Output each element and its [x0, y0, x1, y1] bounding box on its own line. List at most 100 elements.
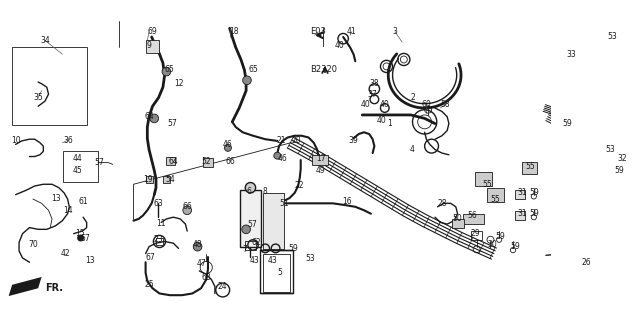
Text: 43: 43	[267, 256, 277, 265]
Text: 64: 64	[169, 157, 178, 166]
Bar	[626, 234, 636, 242]
Text: 24: 24	[217, 282, 226, 291]
Text: E03: E03	[310, 27, 326, 36]
Text: 48: 48	[193, 240, 202, 249]
Circle shape	[274, 152, 280, 159]
Text: 1: 1	[387, 119, 392, 128]
Text: 45: 45	[73, 166, 83, 175]
Bar	[605, 40, 624, 65]
Text: 3: 3	[393, 27, 398, 36]
Text: 59: 59	[529, 209, 539, 218]
Text: 30: 30	[487, 240, 497, 249]
Text: 59: 59	[563, 119, 572, 128]
Text: 9: 9	[147, 41, 151, 50]
Text: 29: 29	[471, 229, 481, 238]
Bar	[487, 188, 504, 202]
Bar	[626, 164, 636, 173]
Text: 32: 32	[618, 154, 627, 163]
Text: 53: 53	[305, 254, 315, 263]
Text: 44: 44	[73, 154, 83, 163]
Text: 43: 43	[250, 256, 259, 265]
Text: 55: 55	[482, 180, 492, 189]
Text: FR.: FR.	[45, 283, 63, 293]
Text: 50: 50	[453, 214, 462, 223]
Text: 47: 47	[197, 260, 207, 268]
Text: 57: 57	[167, 119, 177, 128]
Text: 6: 6	[246, 187, 251, 196]
Text: 59: 59	[614, 166, 624, 175]
Bar	[263, 253, 290, 292]
Text: 8: 8	[263, 187, 268, 196]
Text: 11: 11	[156, 219, 166, 228]
Text: 58: 58	[441, 100, 450, 109]
Text: 33: 33	[566, 50, 576, 59]
Text: 2: 2	[410, 93, 415, 102]
Bar	[163, 176, 170, 182]
Bar	[626, 182, 636, 190]
Bar	[146, 176, 153, 182]
Bar	[452, 219, 464, 228]
Bar	[312, 155, 328, 165]
Text: 21: 21	[277, 136, 286, 145]
Text: 69: 69	[148, 27, 157, 36]
Text: 31: 31	[518, 188, 527, 197]
Bar	[156, 238, 163, 245]
Circle shape	[242, 225, 251, 234]
Bar	[263, 193, 284, 249]
Text: 38: 38	[370, 79, 379, 88]
Circle shape	[150, 114, 158, 123]
Text: 57: 57	[247, 220, 257, 229]
Text: 59: 59	[510, 242, 520, 251]
Text: 61: 61	[78, 197, 88, 206]
Text: 53: 53	[607, 32, 617, 42]
Bar	[626, 268, 636, 277]
Text: 59: 59	[288, 244, 298, 253]
Text: 56: 56	[467, 211, 477, 220]
Circle shape	[183, 206, 191, 215]
Text: 25: 25	[144, 280, 154, 289]
Text: 17: 17	[316, 154, 326, 163]
Bar	[240, 190, 261, 247]
Text: 67: 67	[145, 252, 155, 261]
Text: 65: 65	[248, 65, 258, 74]
Text: 64: 64	[144, 112, 154, 121]
Text: 57: 57	[80, 234, 90, 244]
Circle shape	[243, 76, 251, 84]
Text: 60: 60	[422, 100, 431, 109]
Text: 55: 55	[525, 163, 536, 172]
Text: 15: 15	[75, 229, 85, 238]
Text: 28: 28	[437, 199, 446, 208]
Bar	[203, 158, 213, 167]
Text: 55: 55	[491, 196, 501, 204]
Text: 57: 57	[94, 158, 104, 167]
Text: 37: 37	[368, 90, 378, 99]
Text: 12: 12	[175, 79, 184, 88]
Text: 22: 22	[294, 181, 304, 190]
Text: 42: 42	[61, 249, 71, 258]
Text: 49: 49	[315, 166, 326, 175]
Circle shape	[193, 242, 202, 251]
Text: 16: 16	[342, 197, 352, 206]
Bar	[463, 214, 483, 224]
Text: 51: 51	[279, 199, 289, 208]
Bar	[146, 40, 160, 52]
Bar	[626, 251, 636, 260]
Text: 52: 52	[202, 157, 211, 166]
Bar	[626, 216, 636, 225]
Text: 20: 20	[291, 136, 301, 145]
Text: 19: 19	[143, 175, 153, 184]
Text: 4: 4	[410, 145, 415, 154]
Text: 5: 5	[277, 268, 282, 277]
Text: B2320: B2320	[310, 65, 338, 74]
Circle shape	[162, 67, 170, 76]
Text: 54: 54	[165, 175, 175, 184]
Circle shape	[225, 144, 232, 151]
Bar	[475, 172, 492, 186]
Bar	[515, 190, 525, 199]
Text: 46: 46	[223, 140, 233, 149]
Text: 14: 14	[64, 206, 73, 215]
Text: 53: 53	[605, 145, 615, 154]
Text: 31: 31	[518, 209, 527, 218]
Text: 40: 40	[380, 100, 390, 109]
Text: 66: 66	[183, 202, 192, 211]
